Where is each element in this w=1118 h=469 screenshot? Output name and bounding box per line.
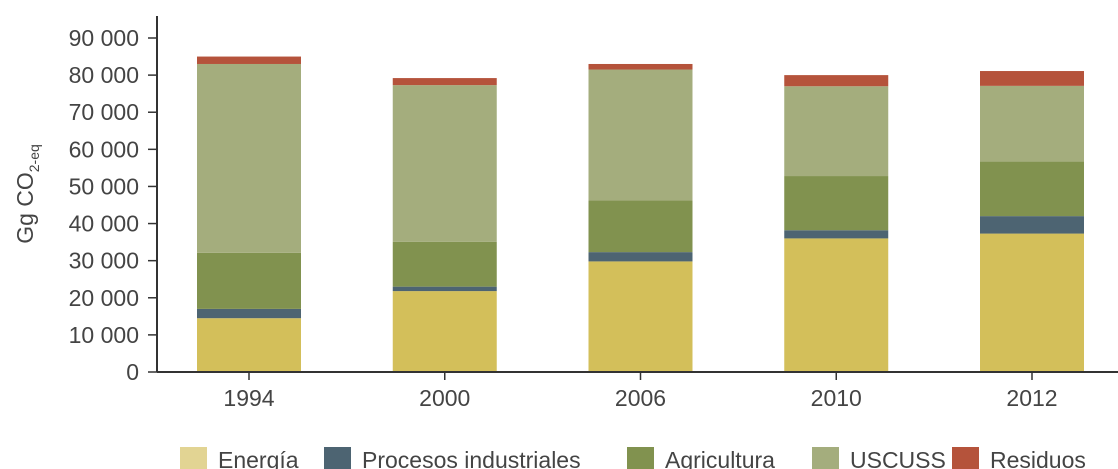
bar-segment-energ-a-2000	[393, 291, 497, 372]
legend-label-energ-a: Energía	[218, 447, 299, 469]
y-tick-label: 30 000	[69, 248, 139, 274]
bar-segment-residuos-1994	[197, 57, 301, 64]
legend-swatch-energ-a	[180, 447, 207, 469]
bar-segment-uscuss-2012	[980, 86, 1084, 162]
y-tick-label: 0	[126, 359, 139, 385]
bar-segment-uscuss-2000	[393, 85, 497, 242]
legend-swatch-procesos-industriales	[324, 447, 351, 469]
y-tick-label: 40 000	[69, 211, 139, 237]
bar-segment-uscuss-2006	[589, 70, 693, 201]
bar-segment-agricultura-1994	[197, 253, 301, 309]
legend: Energía Procesos industriales Agricultura U…	[180, 447, 1086, 469]
y-axis-title-main: Gg CO	[12, 172, 38, 244]
bar-segment-energ-a-2010	[784, 238, 888, 372]
bar-segment-residuos-2010	[784, 75, 888, 86]
legend-swatch-uscuss	[812, 447, 839, 469]
legend-swatch-residuos	[952, 447, 979, 469]
bar-segment-uscuss-2010	[784, 86, 888, 176]
y-tick-label: 90 000	[69, 25, 139, 51]
legend-label-uscuss: USCUSS	[850, 447, 946, 469]
bar-segment-agricultura-2000	[393, 242, 497, 287]
x-tick-label-2012: 2012	[1006, 385, 1057, 411]
bar-segment-procesos-industriales-2012	[980, 216, 1084, 233]
bar-segment-energ-a-1994	[197, 318, 301, 372]
legend-label-agricultura: Agricultura	[665, 447, 775, 469]
y-tick-label: 60 000	[69, 136, 139, 162]
y-ticks-group: 0 10 000 20 000 30 000 40 000 50 000 60 000 70 …	[69, 25, 157, 385]
y-tick-label: 10 000	[69, 322, 139, 348]
bar-segment-residuos-2000	[393, 78, 497, 85]
legend-swatch-agricultura	[627, 447, 654, 469]
x-tick-label-2000: 2000	[419, 385, 470, 411]
bar-segment-residuos-2006	[589, 64, 693, 70]
bar-segment-procesos-industriales-1994	[197, 309, 301, 318]
y-tick-label: 80 000	[69, 62, 139, 88]
legend-label-residuos: Residuos	[990, 447, 1086, 469]
bar-segment-procesos-industriales-2006	[589, 252, 693, 261]
bar-segment-agricultura-2010	[784, 176, 888, 230]
bar-segment-agricultura-2006	[589, 201, 693, 253]
y-tick-label: 20 000	[69, 285, 139, 311]
bar-segment-uscuss-1994	[197, 64, 301, 253]
bar-segment-procesos-industriales-2000	[393, 287, 497, 291]
y-axis-title-subscript: 2-eq	[26, 144, 42, 172]
x-tick-label-2010: 2010	[811, 385, 862, 411]
bar-segment-procesos-industriales-2010	[784, 230, 888, 238]
x-ticks-group: 1994 2000 2006 2010 2012	[223, 372, 1057, 411]
x-tick-label-1994: 1994	[223, 385, 274, 411]
bars-group	[197, 57, 1084, 372]
bar-segment-agricultura-2012	[980, 162, 1084, 217]
x-tick-label-2006: 2006	[615, 385, 666, 411]
y-tick-label: 50 000	[69, 173, 139, 199]
y-axis-title: Gg CO2-eq	[12, 144, 42, 244]
bar-segment-energ-a-2012	[980, 234, 1084, 372]
y-tick-label: 70 000	[69, 99, 139, 125]
legend-label-procesos-industriales: Procesos industriales	[362, 447, 581, 469]
bar-segment-residuos-2012	[980, 71, 1084, 86]
bar-segment-energ-a-2006	[589, 261, 693, 372]
